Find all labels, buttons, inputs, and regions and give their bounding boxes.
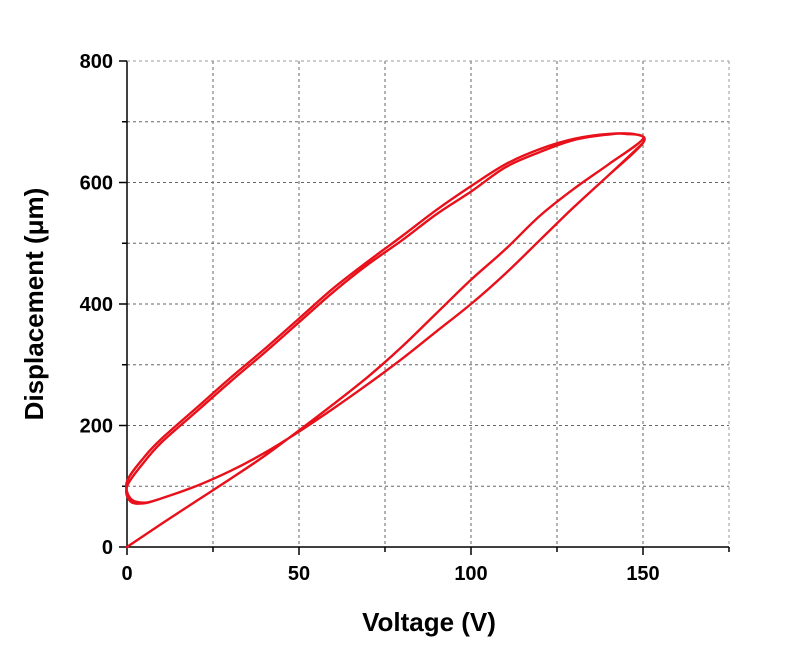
series-layer: [124, 132, 646, 549]
x-axis-title: Voltage (V): [362, 607, 496, 637]
y-tick-label: 200: [80, 416, 113, 438]
x-tick-label: 150: [626, 563, 659, 585]
y-tick-label: 600: [80, 173, 113, 195]
x-tick-label: 100: [454, 563, 487, 585]
x-tick-label: 0: [121, 563, 132, 585]
y-tick-label: 0: [102, 537, 113, 559]
y-tick-label: 800: [80, 51, 113, 73]
series-line-0: [124, 132, 646, 549]
grid: [127, 61, 729, 547]
tick-labels: 0 50 100 150 0 200 400 600 800: [80, 51, 660, 585]
y-axis-title: Displacement (μm): [19, 188, 49, 421]
axes: [119, 60, 730, 555]
x-tick-label: 50: [288, 563, 310, 585]
y-tick-label: 400: [80, 294, 113, 316]
